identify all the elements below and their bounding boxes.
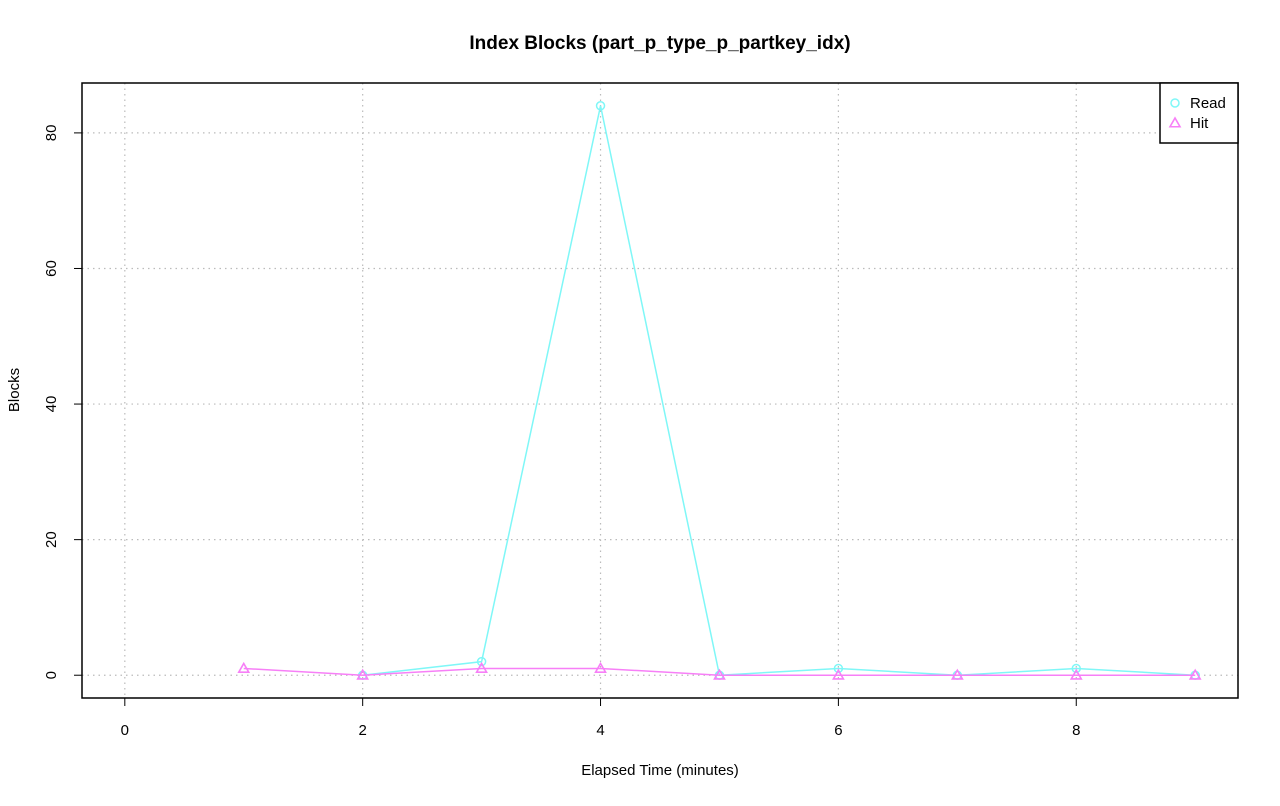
point [475, 661, 488, 673]
chart-title: Index Blocks (part_p_type_p_partkey_idx) [469, 33, 850, 54]
y-tick-label: 60 [43, 260, 60, 277]
point [595, 101, 606, 111]
x-axis-label: Elapsed Time (minutes) [581, 762, 739, 779]
x-tick-label: 8 [1072, 722, 1080, 739]
plot-frame [81, 82, 1239, 699]
legend-marker [1168, 116, 1182, 128]
y-tick-label: 0 [43, 671, 60, 679]
y-tick-label: 80 [43, 125, 60, 142]
point [237, 661, 251, 673]
series-line [362, 105, 1196, 677]
x-tick-label: 4 [596, 722, 604, 739]
legend-label: Read [1190, 95, 1226, 112]
x-tick-label: 0 [121, 722, 129, 739]
point [476, 656, 487, 667]
point [832, 668, 845, 680]
series-line [243, 667, 1196, 676]
point [713, 668, 726, 680]
legend-label: Hit [1190, 115, 1209, 132]
point [1188, 668, 1202, 680]
legend-marker [1170, 98, 1180, 108]
x-tick-label: 6 [834, 722, 842, 739]
point [1071, 663, 1082, 674]
point [594, 661, 607, 673]
legend-box [1159, 82, 1239, 144]
y-axis-label: Blocks [6, 368, 23, 412]
point [356, 668, 370, 680]
point [950, 668, 964, 680]
y-tick-label: 20 [43, 531, 60, 548]
x-tick-label: 2 [359, 722, 367, 739]
point [833, 663, 844, 674]
y-tick-label: 40 [43, 396, 60, 413]
point [1069, 668, 1083, 680]
